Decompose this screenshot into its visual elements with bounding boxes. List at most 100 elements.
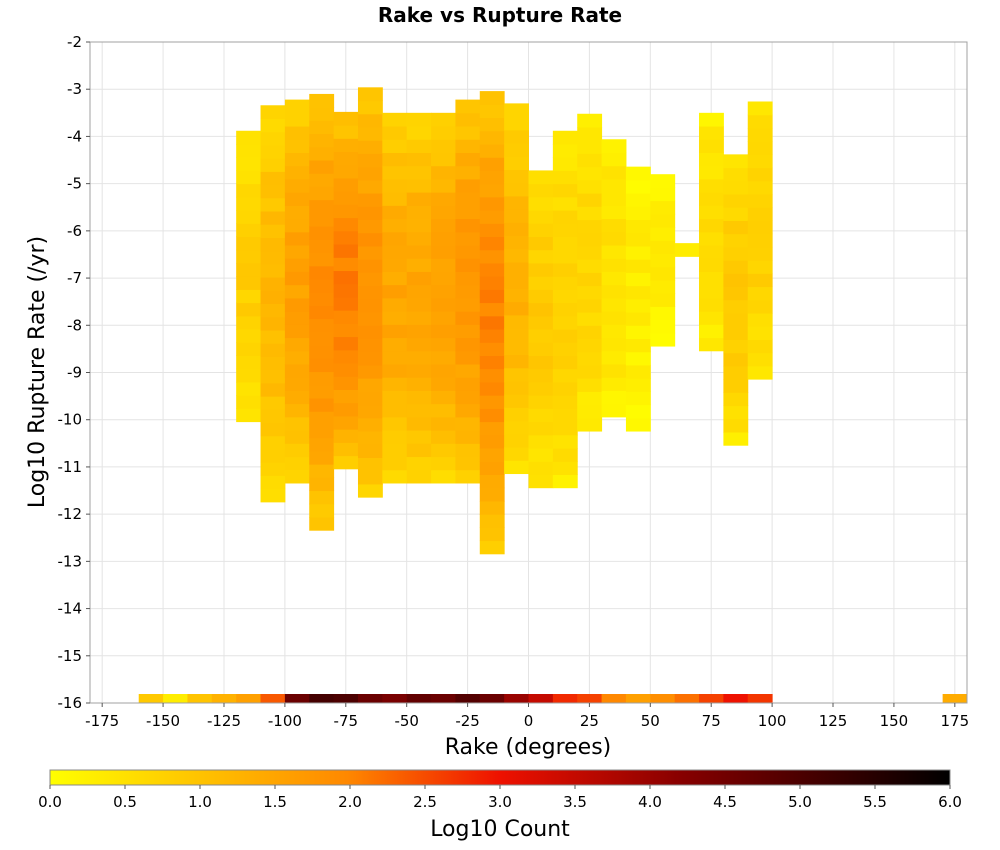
colorbar-tick-label: 2.0	[338, 793, 362, 811]
heatmap-cell	[382, 152, 408, 167]
heatmap-cell	[479, 302, 505, 317]
heatmap-cell	[382, 231, 408, 246]
heatmap-cell	[333, 257, 359, 272]
y-tick-label: -12	[58, 505, 83, 523]
heatmap-cell	[601, 324, 627, 339]
heatmap-cell	[406, 456, 432, 471]
heatmap-cell	[723, 220, 749, 235]
heatmap-cell	[699, 192, 724, 206]
heatmap-cell	[699, 178, 724, 193]
heatmap-cell	[284, 284, 310, 299]
heatmap-cell	[455, 456, 481, 471]
heatmap-cell	[382, 245, 408, 259]
heatmap-cell	[382, 469, 408, 484]
x-tick-label: -75	[334, 712, 359, 730]
heatmap-cell	[382, 139, 408, 153]
heatmap-cell	[552, 342, 578, 357]
heatmap-cell	[333, 389, 359, 404]
heatmap-cell	[406, 271, 432, 286]
heatmap-cell	[309, 252, 335, 267]
heatmap-cell	[455, 297, 481, 312]
heatmap-cell	[625, 364, 651, 379]
heatmap-cell	[552, 130, 578, 145]
heatmap-cell	[747, 273, 773, 288]
heatmap-cell	[455, 350, 481, 365]
heatmap-cell	[260, 316, 286, 331]
heatmap-cell	[479, 104, 505, 119]
heatmap-cell	[552, 329, 578, 343]
x-tick-label: -25	[455, 712, 480, 730]
heatmap-cell	[699, 324, 724, 339]
heatmap-cell	[723, 246, 749, 261]
heatmap-cell	[333, 402, 359, 417]
heatmap-cell	[601, 297, 627, 312]
heatmap-cell	[723, 286, 749, 301]
heatmap-cell	[723, 260, 749, 274]
heatmap-cell	[382, 456, 408, 471]
heatmap-cell	[236, 210, 262, 224]
heatmap-cell	[431, 364, 456, 378]
heatmap-cell	[309, 477, 335, 492]
heatmap-cell-bottom-row	[455, 694, 481, 703]
x-tick-label: -125	[207, 712, 241, 730]
heatmap-cell	[431, 390, 456, 405]
heatmap-cell	[504, 394, 529, 408]
heatmap-cell	[236, 249, 262, 264]
heatmap-cell	[552, 448, 578, 462]
heatmap-cell	[625, 166, 651, 181]
heatmap-cell-bottom-row	[187, 694, 213, 703]
heatmap-cell	[504, 367, 529, 382]
heatmap-cell	[284, 258, 310, 272]
heatmap-cell	[455, 337, 481, 352]
y-tick-label: -15	[58, 647, 83, 665]
heatmap-cell	[431, 297, 456, 312]
heatmap-cell	[747, 114, 773, 129]
heatmap-cell	[479, 157, 505, 171]
heatmap-cell	[406, 258, 432, 272]
heatmap-cell	[357, 457, 383, 472]
heatmap-cell	[406, 416, 432, 431]
heatmap-cell	[601, 311, 627, 325]
heatmap-cell	[504, 116, 529, 131]
heatmap-cell	[650, 266, 676, 281]
heatmap-cell	[577, 364, 603, 379]
heatmap-cell	[528, 368, 554, 383]
chart-title: Rake vs Rupture Rate	[378, 3, 622, 27]
heatmap-cell	[357, 272, 383, 287]
heatmap-cell	[236, 408, 262, 423]
heatmap-cell	[431, 403, 456, 418]
heatmap-cell	[406, 443, 432, 458]
heatmap-cell	[479, 408, 505, 423]
heatmap-cell	[406, 284, 432, 299]
heatmap-cell	[333, 204, 359, 219]
heatmap-cell	[479, 117, 505, 132]
heatmap-cell	[504, 288, 529, 303]
heatmap-cell	[309, 345, 335, 359]
heatmap-cell	[260, 250, 286, 265]
heatmap-cell	[357, 153, 383, 168]
heatmap-cell	[723, 418, 749, 433]
heatmap-cell	[674, 243, 700, 257]
heatmap-cell	[552, 474, 578, 489]
heatmap-cell	[431, 324, 456, 339]
heatmap-cell	[357, 312, 383, 326]
heatmap-cell	[406, 152, 432, 167]
heatmap-cell	[260, 118, 286, 133]
heatmap-cell	[455, 205, 481, 220]
heatmap-cell	[260, 343, 286, 357]
heatmap-cell	[723, 379, 749, 393]
heatmap-cell	[309, 397, 335, 412]
heatmap-cell	[601, 258, 627, 272]
heatmap-cell	[236, 183, 262, 198]
heatmap-cell-bottom-row	[747, 694, 773, 703]
heatmap-cell	[236, 223, 262, 238]
heatmap-cell	[431, 284, 456, 299]
heatmap-cell-bottom-row	[333, 694, 359, 703]
heatmap-cell	[479, 289, 505, 304]
x-tick-label: -50	[394, 712, 419, 730]
heatmap-cell	[431, 218, 456, 233]
heatmap-cell	[236, 276, 262, 290]
heatmap-cell	[309, 305, 335, 320]
heatmap-cell	[260, 290, 286, 305]
heatmap-cell	[625, 219, 651, 234]
